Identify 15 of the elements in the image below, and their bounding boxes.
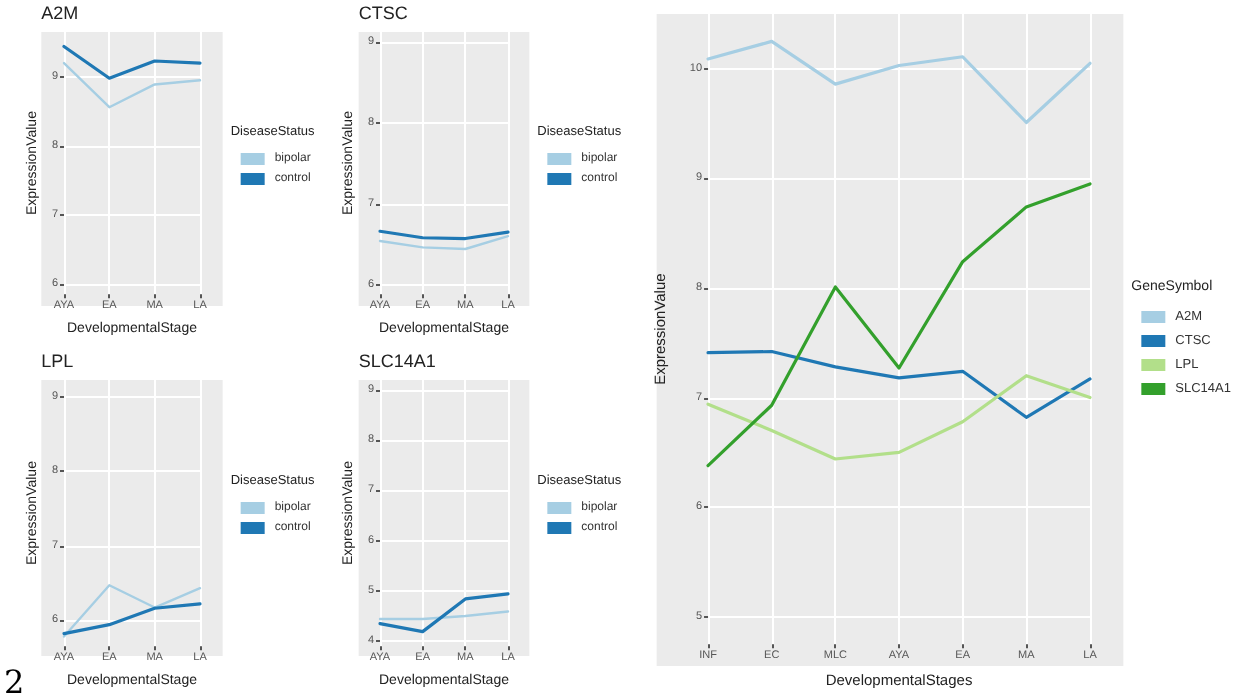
line-series [62,44,202,80]
text: 2 [4,663,25,698]
line-series [378,234,510,251]
chart-title: LPL [41,351,74,371]
line-series [706,349,1092,419]
line-series [62,602,202,636]
line-series [378,592,510,634]
chart-title: CTSC [358,3,409,23]
line-series [706,374,1092,461]
chart-title: A2M [41,3,79,23]
chart-title: SLC14A1 [358,351,436,371]
line-series [706,39,1092,125]
line-series [62,584,202,638]
line-series [706,182,1092,468]
line-series [62,61,202,109]
